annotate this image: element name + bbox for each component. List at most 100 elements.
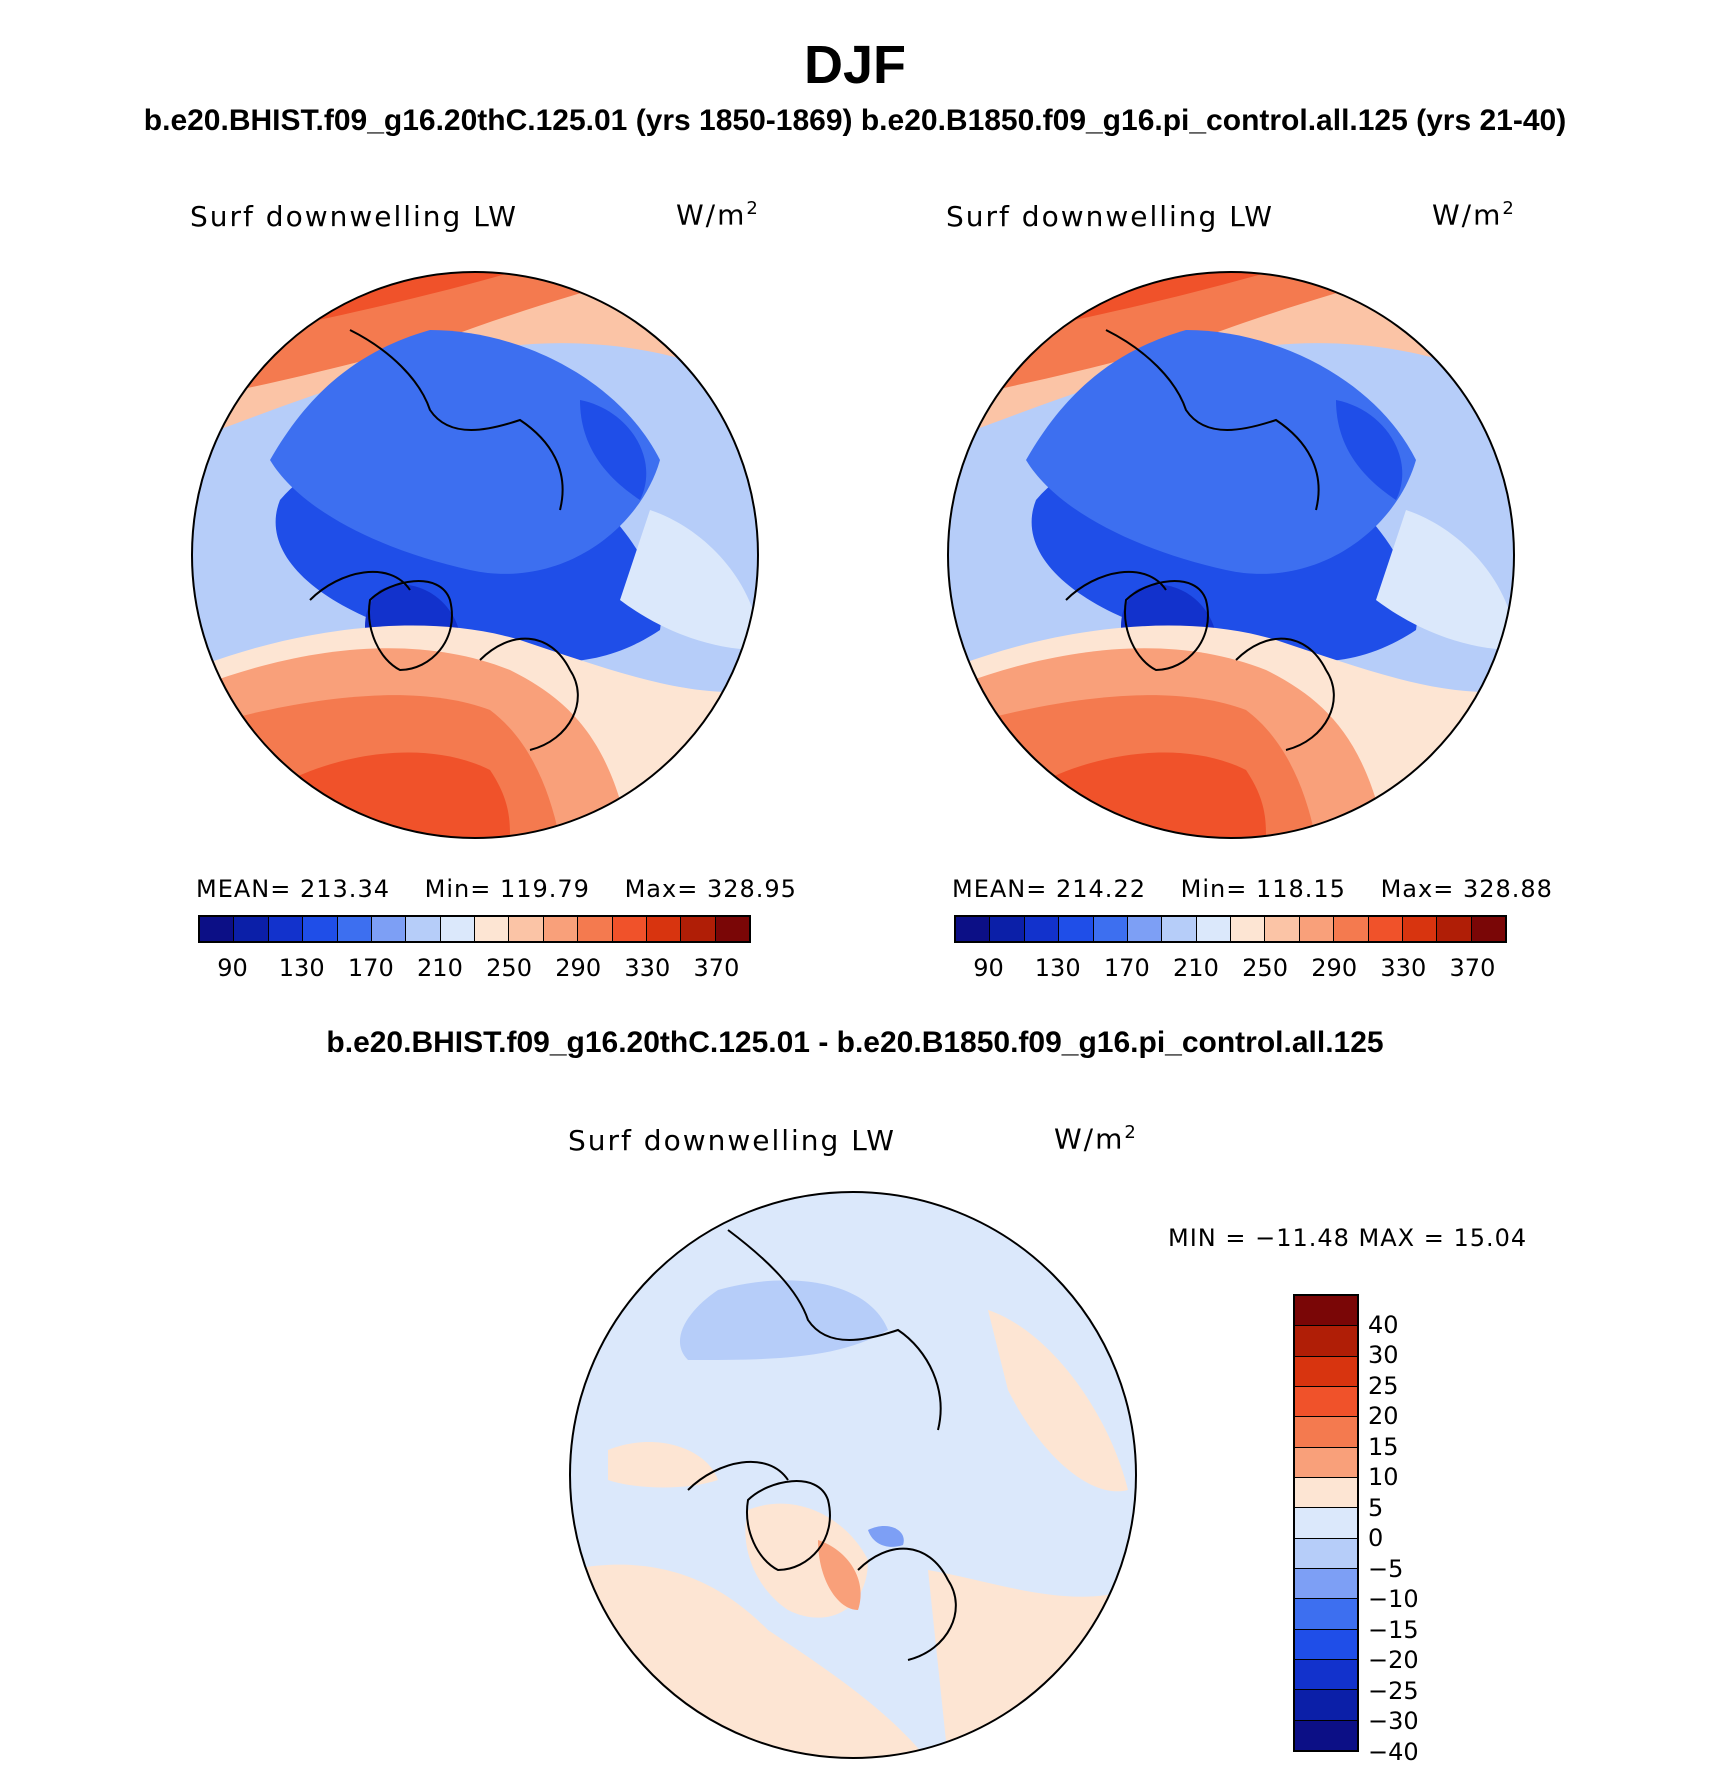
panel3-colorbar-tick-label: −20 <box>1368 1646 1419 1675</box>
panel2-arctic-ocean <box>1026 330 1416 574</box>
panel3-colorbar-tick-label: −15 <box>1368 1615 1419 1644</box>
panel2-colorbar-cell <box>1162 917 1197 941</box>
panel3-colorbar-cell <box>1295 1690 1357 1721</box>
panel2-colorbar-cell <box>1299 917 1335 941</box>
panel1-polar-map <box>191 271 759 839</box>
panel2-colorbar-cell <box>1334 917 1369 941</box>
panel1-max: Max= 328.95 <box>624 875 797 903</box>
panel3-minmax: MIN = −11.48 MAX = 15.04 <box>1168 1224 1528 1252</box>
panel3-coastline-scandinavia <box>857 1547 957 1661</box>
panel1-variable-title: Surf downwelling LW <box>190 200 518 233</box>
panel1-colorbar-tick-label: 250 <box>486 954 532 982</box>
panel2-colorbar-cell <box>990 917 1025 941</box>
panel2-colorbar-cell <box>1231 917 1266 941</box>
panel3-colorbar-cell <box>1295 1296 1357 1327</box>
panel2-stats: MEAN= 214.22 Min= 118.15 Max= 328.88 <box>952 875 1579 903</box>
panel2-colorbar-tick-label: 90 <box>973 954 1004 982</box>
panel2-colorbar-tick-label: 210 <box>1173 954 1219 982</box>
panel3-cool-patch-pacific <box>679 1280 888 1360</box>
panel3-colorbar-tick-label: 40 <box>1368 1310 1399 1339</box>
panel3-polar-map <box>569 1191 1137 1759</box>
panel1-colorbar-cell <box>371 917 407 941</box>
panel3-colorbar-tick-label: −10 <box>1368 1585 1419 1614</box>
panel1-colorbar-cell <box>543 917 579 941</box>
panel2-coastline-siberia <box>1105 329 1320 511</box>
panel2-colorbar-tick-label: 370 <box>1449 954 1496 982</box>
panel3-colorbar-tick-label: 25 <box>1368 1371 1399 1400</box>
panel2-coastline-canada <box>1065 570 1167 601</box>
panel1-coastline-canada <box>309 570 411 601</box>
panel3-colorbar-tick-label: −25 <box>1368 1676 1419 1705</box>
panel1-colorbar-tick-label: 130 <box>278 954 325 982</box>
panel3-colorbar-cell <box>1295 1538 1357 1569</box>
panel2-variable-title: Surf downwelling LW <box>946 200 1274 233</box>
panel1-coastline-greenland <box>368 580 453 672</box>
panel3-variable-title: Surf downwelling LW <box>568 1124 896 1157</box>
panel2-colorbar-tick-label: 130 <box>1034 954 1081 982</box>
panel1-colorbar-cell <box>268 917 304 941</box>
panel3-warm-patch-siberia <box>988 1310 1128 1492</box>
panel1-colorbar-tick-label: 90 <box>217 954 248 982</box>
figure-title: DJF <box>803 35 906 95</box>
panel1-colorbar-cell <box>509 917 544 941</box>
panel2-siberia-cold <box>1336 400 1403 500</box>
panel3-colorbar-tick-label: −30 <box>1368 1707 1419 1736</box>
panel3-colorbar-cell <box>1295 1417 1357 1448</box>
panel2-units: W/m2 <box>1432 198 1516 232</box>
panel3-warm-patch-canada <box>608 1441 718 1488</box>
difference-title: b.e20.BHIST.f09_g16.20thC.125.01 - b.e20… <box>326 1026 1384 1059</box>
panel1-colorbar-cell <box>612 917 647 941</box>
panel1-map-border <box>191 271 759 839</box>
panel1-stats: MEAN= 213.34 Min= 119.79 Max= 328.95 <box>196 875 823 903</box>
panel1-min: Min= 119.79 <box>424 875 590 903</box>
panel2-colorbar-cell <box>1402 917 1438 941</box>
panel1-colorbar-cell <box>475 917 510 941</box>
panel2-mean: MEAN= 214.22 <box>952 875 1146 903</box>
panel3-colorbar-cell <box>1295 1326 1357 1357</box>
panel3-colorbar-cell <box>1295 1386 1357 1418</box>
panel3-colorbar-tick-label: −40 <box>1368 1738 1419 1766</box>
panel1-colorbar-tick-label: 290 <box>555 954 602 982</box>
panel1-coastline-scandinavia <box>479 637 579 751</box>
panel1-colorbar-tick-label: 370 <box>693 954 740 982</box>
panel2-map-border <box>947 271 1515 839</box>
panel3-colorbar-ticks: 40 30 25 20 15 10 5 0 −5 −10 −15 −20 −25 −30 −40 <box>1368 1294 1488 1766</box>
panel3-colorbar <box>1293 1294 1359 1752</box>
panel3-colorbar-cell <box>1295 1720 1357 1750</box>
panel2-colorbar-cell <box>1024 917 1060 941</box>
panel3-colorbar-cell <box>1295 1477 1357 1509</box>
panel2-colorbar-cell <box>1437 917 1472 941</box>
panel3-colorbar-cell <box>1295 1356 1357 1387</box>
panel2-colorbar-tick-label: 290 <box>1311 954 1358 982</box>
panel3-colorbar-tick-label: 20 <box>1368 1402 1399 1431</box>
panel3-colorbar-cell <box>1295 1447 1357 1478</box>
panel1-coastline-siberia <box>349 329 564 511</box>
panel1-colorbar-cell <box>303 917 338 941</box>
panel1-siberia-cold <box>580 400 647 500</box>
panel3-colorbar-tick-label: 30 <box>1368 1341 1399 1370</box>
panel3-coastline-greenland <box>746 1480 831 1572</box>
panel3-map-border <box>569 1191 1137 1759</box>
panel2-colorbar-cell <box>1471 917 1505 941</box>
panel3-colorbar-tick-label: 10 <box>1368 1463 1399 1492</box>
panel2-colorbar-tick-label: 250 <box>1242 954 1288 982</box>
panel3-colorbar-tick-label: 0 <box>1368 1524 1384 1553</box>
panel3-coastline-canada <box>687 1460 789 1491</box>
panel2-colorbar-cell <box>1368 917 1403 941</box>
panel1-colorbar-tick-label: 330 <box>624 954 671 982</box>
panel1-colorbar-tick-label: 210 <box>417 954 463 982</box>
panel2-colorbar-cell <box>1265 917 1300 941</box>
panel3-cool-spot <box>868 1525 904 1547</box>
panel1-arctic-ocean <box>270 330 660 574</box>
panel2-min: Min= 118.15 <box>1180 875 1346 903</box>
panel2-colorbar-cell <box>1059 917 1094 941</box>
panel3-colorbar-tick-label: 5 <box>1368 1493 1384 1522</box>
panel2-colorbar <box>954 915 1507 943</box>
panel3-colorbar-cell <box>1295 1659 1357 1691</box>
panel1-colorbar-cell <box>234 917 269 941</box>
panel2-colorbar-cell <box>1196 917 1231 941</box>
panel1-colorbar-cell <box>337 917 372 941</box>
panel3-colorbar-tick-label: 15 <box>1368 1432 1399 1461</box>
panel1-units: W/m2 <box>676 198 760 232</box>
panel1-colorbar-cell <box>578 917 613 941</box>
